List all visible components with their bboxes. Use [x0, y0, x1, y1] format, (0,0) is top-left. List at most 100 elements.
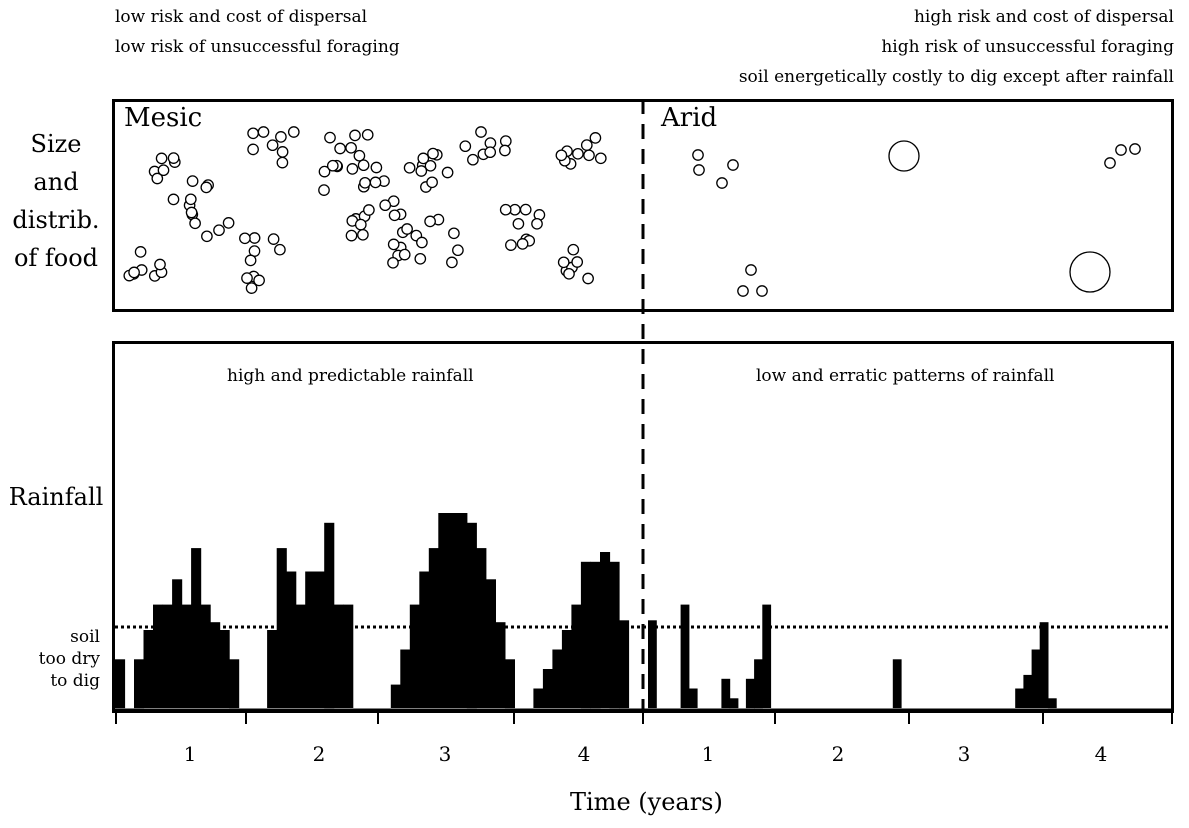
food-item — [184, 193, 197, 206]
food-item — [415, 165, 428, 177]
tick-label: 2 — [831, 742, 845, 766]
food-item — [452, 244, 464, 257]
rainfall-bar — [552, 649, 563, 708]
rainfall-bar — [314, 571, 325, 708]
arid-label: Arid — [661, 103, 718, 133]
food-item — [353, 149, 366, 162]
food-item — [571, 256, 584, 268]
rainfall-bar — [181, 604, 192, 708]
mesic-label: Mesic — [124, 103, 203, 133]
rainfall-bar — [485, 579, 496, 708]
soil-label: soil too dry to dig — [10, 626, 100, 692]
rainfall-bar — [1031, 649, 1041, 708]
food-item — [241, 272, 253, 284]
rainfall-bars — [115, 513, 1057, 709]
food-item — [324, 131, 336, 144]
food-item — [247, 127, 259, 140]
food-item — [467, 153, 479, 166]
rainfall-bar — [400, 649, 411, 708]
food-item — [388, 209, 401, 222]
food-item — [247, 143, 259, 156]
rainfall-bar — [542, 669, 553, 708]
rainfall-bar — [466, 522, 477, 709]
rainfall-bar — [580, 561, 591, 709]
rainfall-bar — [729, 698, 739, 709]
x-axis-title: Time (years) — [570, 788, 723, 816]
food-item — [398, 248, 411, 261]
tick-label: 3 — [957, 742, 971, 766]
rainfall-bar — [571, 604, 582, 708]
food-item — [274, 243, 286, 256]
rainfall-bar — [609, 561, 620, 709]
rainfall-bar — [892, 659, 902, 709]
food-item — [888, 140, 920, 172]
food-item — [357, 228, 369, 241]
food-item — [370, 161, 383, 174]
food-item — [572, 147, 584, 160]
food-item — [1129, 143, 1141, 155]
food-item — [1104, 157, 1116, 169]
soil-label-line: soil — [70, 627, 100, 647]
rainfall-bar — [419, 571, 430, 708]
rainfall-bar — [688, 688, 698, 708]
food-item — [239, 232, 251, 245]
rainfall-bar — [1023, 674, 1033, 708]
rainfall-bar — [324, 522, 335, 709]
food-item — [387, 256, 399, 269]
food-item — [369, 176, 382, 189]
food-item — [582, 272, 594, 285]
food-row-label-line: distrib. — [12, 206, 100, 234]
arid-note-2: high risk of unsuccessful foraging — [881, 37, 1174, 57]
rainfall-bar — [1047, 698, 1057, 709]
tick-label: 4 — [1094, 742, 1108, 766]
food-item — [716, 177, 728, 189]
food-item — [186, 175, 199, 187]
food-item — [276, 146, 289, 158]
food-item — [557, 256, 570, 269]
rainfall-bar — [210, 622, 221, 708]
food-item — [157, 164, 170, 177]
food-item — [134, 246, 147, 258]
food-row-label-line: and — [33, 168, 79, 196]
food-item — [594, 152, 607, 165]
food-item — [267, 233, 280, 245]
food-item — [245, 282, 258, 294]
food-item — [484, 146, 497, 159]
food-item — [128, 266, 140, 279]
rainfall-bar — [447, 513, 458, 708]
rainfall-bar — [438, 513, 449, 708]
food-item — [346, 163, 359, 175]
rainfall-bar — [390, 684, 401, 708]
food-item — [266, 139, 279, 152]
food-item — [441, 166, 454, 179]
axis-ticks — [115, 708, 1173, 724]
food-item — [727, 159, 739, 171]
rainfall-bar — [219, 630, 230, 708]
rainfall-bar — [680, 604, 690, 708]
rainfall-bar — [276, 548, 287, 708]
tick-label: 2 — [312, 742, 326, 766]
soil-label-line: to dig — [50, 671, 100, 691]
rainfall-bar — [115, 659, 126, 709]
food-item — [424, 215, 436, 228]
rainfall-bar — [745, 678, 755, 709]
mesic-note-1: low risk and cost of dispersal — [115, 7, 368, 27]
food-item — [424, 159, 437, 172]
rainfall-bar — [561, 630, 572, 708]
food-item — [459, 140, 472, 153]
food-item — [519, 203, 532, 216]
food-item — [361, 128, 374, 141]
food-item — [326, 159, 339, 172]
food-item — [403, 161, 416, 174]
food-item — [345, 141, 357, 154]
food-item — [475, 126, 487, 138]
soil-label-line: too dry — [38, 649, 100, 669]
rainfall-bar — [619, 620, 630, 709]
rainfall-bar — [721, 678, 731, 709]
food-item — [155, 152, 168, 165]
food-item — [567, 243, 580, 256]
food-item — [154, 258, 166, 271]
mesic-note-2: low risk of unsuccessful foraging — [115, 37, 400, 57]
arid-rain-caption: low and erratic patterns of rainfall — [756, 366, 1055, 386]
